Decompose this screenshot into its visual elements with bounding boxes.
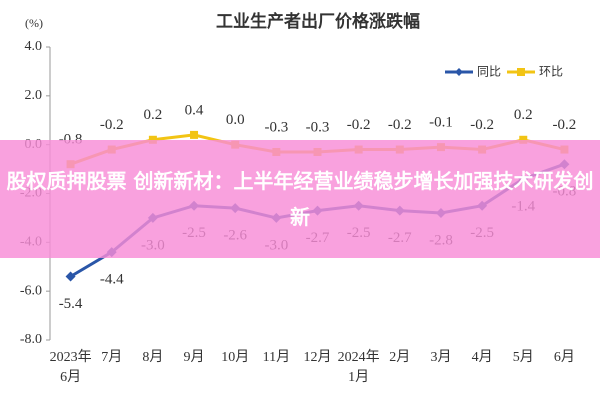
x-tick-label-line: 6月: [60, 369, 81, 385]
x-tick-label: 9月: [184, 349, 205, 365]
data-label: -0.2: [553, 117, 577, 133]
data-label: 0.4: [185, 102, 204, 118]
x-tick-label: 7月: [101, 349, 122, 365]
data-label: -0.2: [100, 117, 124, 133]
banner: 股权质押股票 创新新材：上半年经营业绩稳步增长加强技术研发创新: [0, 140, 600, 258]
data-label: 0.0: [226, 112, 245, 128]
x-tick-label: 4月: [472, 349, 493, 365]
x-tick-label: 2024年 1月: [338, 349, 380, 385]
y-tick-label: -8.0: [20, 332, 42, 347]
y-tick-label: -6.0: [20, 283, 42, 298]
legend-marker: [455, 68, 463, 76]
x-tick-label-line: 1月: [348, 369, 369, 385]
x-tick-label: 6月: [554, 349, 575, 365]
data-label: -0.1: [429, 115, 453, 131]
x-tick-label: 8月: [142, 349, 163, 365]
x-tick-label: 10月: [221, 349, 249, 365]
y-tick-label: 2.0: [25, 88, 43, 103]
y-axis-label: (%): [25, 16, 43, 30]
x-tick-label: 2月: [389, 349, 410, 365]
x-tick-label: 3月: [430, 349, 451, 365]
data-label: 0.2: [144, 107, 163, 123]
data-label: -0.2: [347, 117, 371, 133]
data-label: -0.3: [306, 119, 330, 135]
data-label: -4.4: [100, 272, 124, 288]
point: [190, 130, 199, 139]
x-tick-label-line: 2023年: [50, 349, 92, 365]
data-label: -0.3: [264, 119, 288, 135]
point: [65, 271, 76, 282]
legend-label: 环比: [539, 65, 563, 79]
data-label: -0.2: [388, 117, 412, 133]
x-tick-label: 5月: [513, 349, 534, 365]
point: [519, 135, 528, 144]
data-label: -5.4: [59, 296, 83, 312]
data-label: 0.2: [514, 107, 533, 123]
x-tick-label: 12月: [304, 349, 332, 365]
x-tick-label-line: 2024年: [338, 349, 380, 365]
chart-title: 工业生产者出厂价格涨跌幅: [216, 11, 420, 32]
y-tick-label: 4.0: [25, 39, 43, 54]
point: [148, 135, 157, 144]
x-tick-label: 11月: [263, 349, 290, 365]
data-label: -0.2: [470, 117, 494, 133]
legend-label: 同比: [477, 65, 501, 79]
x-tick-label: 2023年 6月: [50, 349, 92, 385]
legend-marker: [517, 68, 525, 76]
